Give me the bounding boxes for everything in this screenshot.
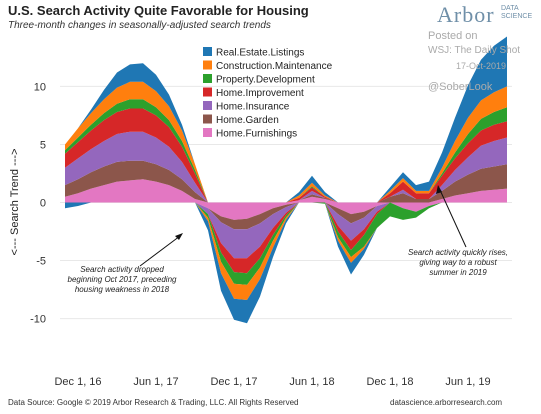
- annotation-1-line: Search activity dropped: [80, 265, 164, 274]
- y-axis-label: <--- Search Trend --->: [9, 149, 21, 256]
- brand-sub-2: SCIENCE: [501, 13, 533, 20]
- brand-sub: DATA SCIENCE: [501, 5, 532, 21]
- legend-entry: Real.Estate.Listings: [216, 48, 304, 59]
- legend-swatch: [203, 47, 212, 56]
- annotation-2-arrowhead: [436, 185, 442, 194]
- x-tick-label: Dec 1, 16: [54, 376, 101, 388]
- x-tick-label: Jun 1, 18: [289, 376, 334, 388]
- area-home-insurance-positive: [65, 131, 507, 203]
- arbor-logo: Arbor DATA SCIENCE: [437, 2, 532, 28]
- legend-entry: Construction.Maintenance: [216, 61, 333, 72]
- x-tick-label: Dec 1, 17: [210, 376, 257, 388]
- legend-swatch: [203, 128, 212, 137]
- area-home-garden-positive: [65, 160, 507, 203]
- annotation-2-line: summer in 2019: [429, 268, 487, 277]
- x-tick-label: Jun 1, 19: [445, 376, 490, 388]
- legend-entry: Home.Insurance: [216, 102, 290, 113]
- legend-swatch: [203, 74, 212, 83]
- annotation-2-arrow: [439, 189, 467, 248]
- legend-entry: Home.Improvement: [216, 88, 304, 99]
- chart-title: U.S. Search Activity Quite Favorable for…: [8, 3, 309, 18]
- chart-subtitle: Three-month changes in seasonally-adjust…: [8, 20, 271, 31]
- legend-entry: Home.Garden: [216, 115, 279, 126]
- legend-swatch: [203, 60, 212, 70]
- area-property-development-positive: [65, 99, 507, 203]
- legend-swatch: [203, 101, 212, 110]
- watermark-handle: @SoberLook: [428, 81, 493, 93]
- watermark-source: WSJ: The Daily Shot: [428, 45, 521, 56]
- annotation-1-arrow: [139, 235, 181, 267]
- annotation-1-line: beginning Oct 2017, preceding: [68, 275, 178, 284]
- x-tick-label: Dec 1, 18: [366, 376, 413, 388]
- legend-entry: Home.Furnishings: [216, 129, 297, 140]
- area-home-improvement-positive: [65, 108, 507, 203]
- area-home-furnishings-positive: [65, 179, 507, 203]
- brand-name: Arbor: [437, 2, 495, 27]
- footer-source: Data Source: Google © 2019 Arbor Researc…: [8, 398, 299, 407]
- watermark-date: 17-Oct-2019: [456, 61, 507, 71]
- annotation-2-line: Search activity quickly rises,: [408, 248, 508, 257]
- y-tick-label: -5: [36, 256, 46, 268]
- x-tick-label: Jun 1, 17: [133, 376, 178, 388]
- annotation-1-arrowhead: [175, 233, 183, 240]
- annotation-2-line: giving way to a robust: [419, 258, 497, 267]
- annotation-1-line: housing weakness in 2018: [75, 285, 170, 294]
- watermark-posted: Posted on: [428, 30, 478, 42]
- legend-swatch: [203, 87, 212, 97]
- y-tick-label: 0: [40, 198, 46, 210]
- y-tick-label: 5: [40, 139, 46, 151]
- y-tick-label: -10: [30, 314, 46, 326]
- brand-sub-1: DATA: [501, 5, 519, 12]
- legend-entry: Property.Development: [216, 75, 315, 86]
- footer-url: datascience.arborresearch.com: [390, 398, 503, 407]
- y-tick-label: 10: [34, 81, 46, 93]
- legend-swatch: [203, 114, 212, 124]
